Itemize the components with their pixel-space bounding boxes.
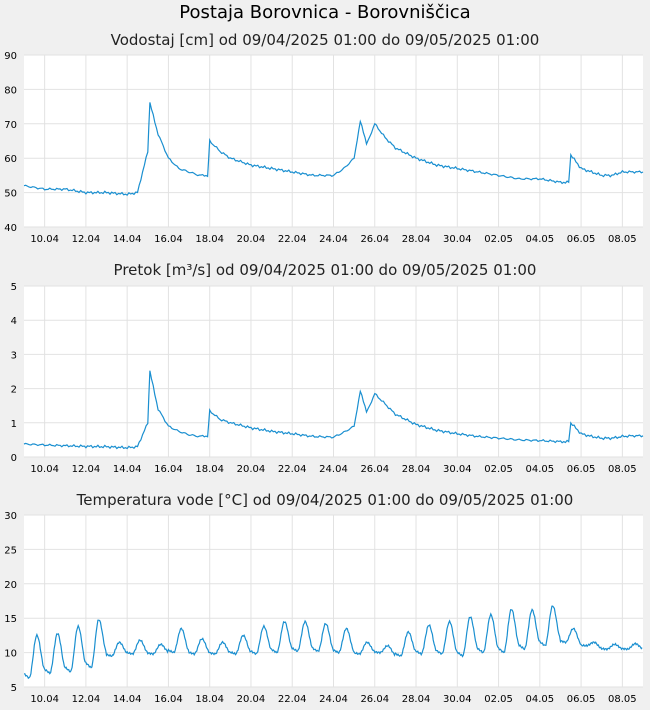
y-tick-label: 5 [11, 683, 17, 694]
x-tick-label: 12.04 [72, 464, 101, 475]
x-tick-label: 06.05 [567, 234, 596, 245]
x-tick-label: 12.04 [72, 694, 101, 705]
x-tick-label: 14.04 [113, 464, 142, 475]
chart-title-3: Temperatura vode [°C] od 09/04/2025 01:0… [76, 491, 574, 509]
x-tick-label: 08.05 [608, 464, 637, 475]
y-tick-label: 1 [11, 419, 17, 430]
x-tick-label: 20.04 [237, 694, 266, 705]
x-tick-label: 14.04 [113, 694, 142, 705]
y-tick-label: 0 [11, 453, 17, 464]
y-tick-label: 25 [4, 545, 17, 556]
x-tick-label: 16.04 [154, 464, 183, 475]
x-tick-label: 14.04 [113, 234, 142, 245]
x-tick-label: 30.04 [443, 694, 472, 705]
x-tick-label: 02.05 [484, 234, 513, 245]
y-tick-label: 80 [4, 85, 17, 96]
x-tick-label: 04.05 [526, 464, 555, 475]
x-tick-label: 06.05 [567, 464, 596, 475]
y-tick-label: 10 [4, 649, 17, 660]
x-tick-label: 28.04 [402, 694, 431, 705]
x-tick-label: 24.04 [319, 694, 348, 705]
y-tick-label: 2 [11, 385, 17, 396]
x-tick-label: 24.04 [319, 234, 348, 245]
y-tick-label: 5 [11, 282, 17, 293]
chart-title-1: Vodostaj [cm] od 09/04/2025 01:00 do 09/… [111, 31, 540, 49]
y-tick-label: 3 [11, 350, 17, 361]
series-line-1 [23, 102, 644, 196]
x-tick-label: 10.04 [30, 234, 59, 245]
y-tick-label: 4 [11, 316, 17, 327]
x-tick-label: 08.05 [608, 234, 637, 245]
x-tick-label: 24.04 [319, 464, 348, 475]
y-tick-label: 60 [4, 154, 17, 165]
x-tick-label: 04.05 [526, 694, 555, 705]
x-tick-label: 10.04 [30, 464, 59, 475]
x-tick-label: 18.04 [195, 464, 224, 475]
x-tick-label: 22.04 [278, 234, 307, 245]
chart-main-title: Postaja Borovnica - Borovniščica [179, 2, 471, 23]
x-tick-label: 28.04 [402, 464, 431, 475]
y-tick-label: 20 [4, 580, 17, 591]
x-tick-label: 28.04 [402, 234, 431, 245]
x-tick-label: 20.04 [237, 234, 266, 245]
y-tick-label: 40 [4, 223, 17, 234]
y-tick-label: 15 [4, 614, 17, 625]
x-tick-label: 16.04 [154, 234, 183, 245]
y-tick-label: 90 [4, 51, 17, 62]
x-tick-label: 22.04 [278, 464, 307, 475]
x-tick-label: 16.04 [154, 694, 183, 705]
x-tick-label: 30.04 [443, 464, 472, 475]
x-tick-label: 22.04 [278, 694, 307, 705]
x-tick-label: 06.05 [567, 694, 596, 705]
x-tick-label: 02.05 [484, 464, 513, 475]
y-tick-label: 70 [4, 120, 17, 131]
y-tick-label: 50 [4, 189, 17, 200]
y-tick-label: 30 [4, 511, 17, 522]
x-tick-label: 26.04 [360, 694, 389, 705]
x-tick-label: 18.04 [195, 694, 224, 705]
x-tick-label: 04.05 [526, 234, 555, 245]
x-tick-label: 10.04 [30, 694, 59, 705]
chart-title-2: Pretok [m³/s] od 09/04/2025 01:00 do 09/… [114, 261, 537, 279]
x-tick-label: 12.04 [72, 234, 101, 245]
x-tick-label: 30.04 [443, 234, 472, 245]
series-line-3 [24, 605, 643, 680]
x-tick-label: 20.04 [237, 464, 266, 475]
x-tick-label: 26.04 [360, 234, 389, 245]
x-tick-label: 02.05 [484, 694, 513, 705]
x-tick-label: 08.05 [608, 694, 637, 705]
x-tick-label: 18.04 [195, 234, 224, 245]
x-tick-label: 26.04 [360, 464, 389, 475]
series-line-2 [23, 370, 644, 450]
